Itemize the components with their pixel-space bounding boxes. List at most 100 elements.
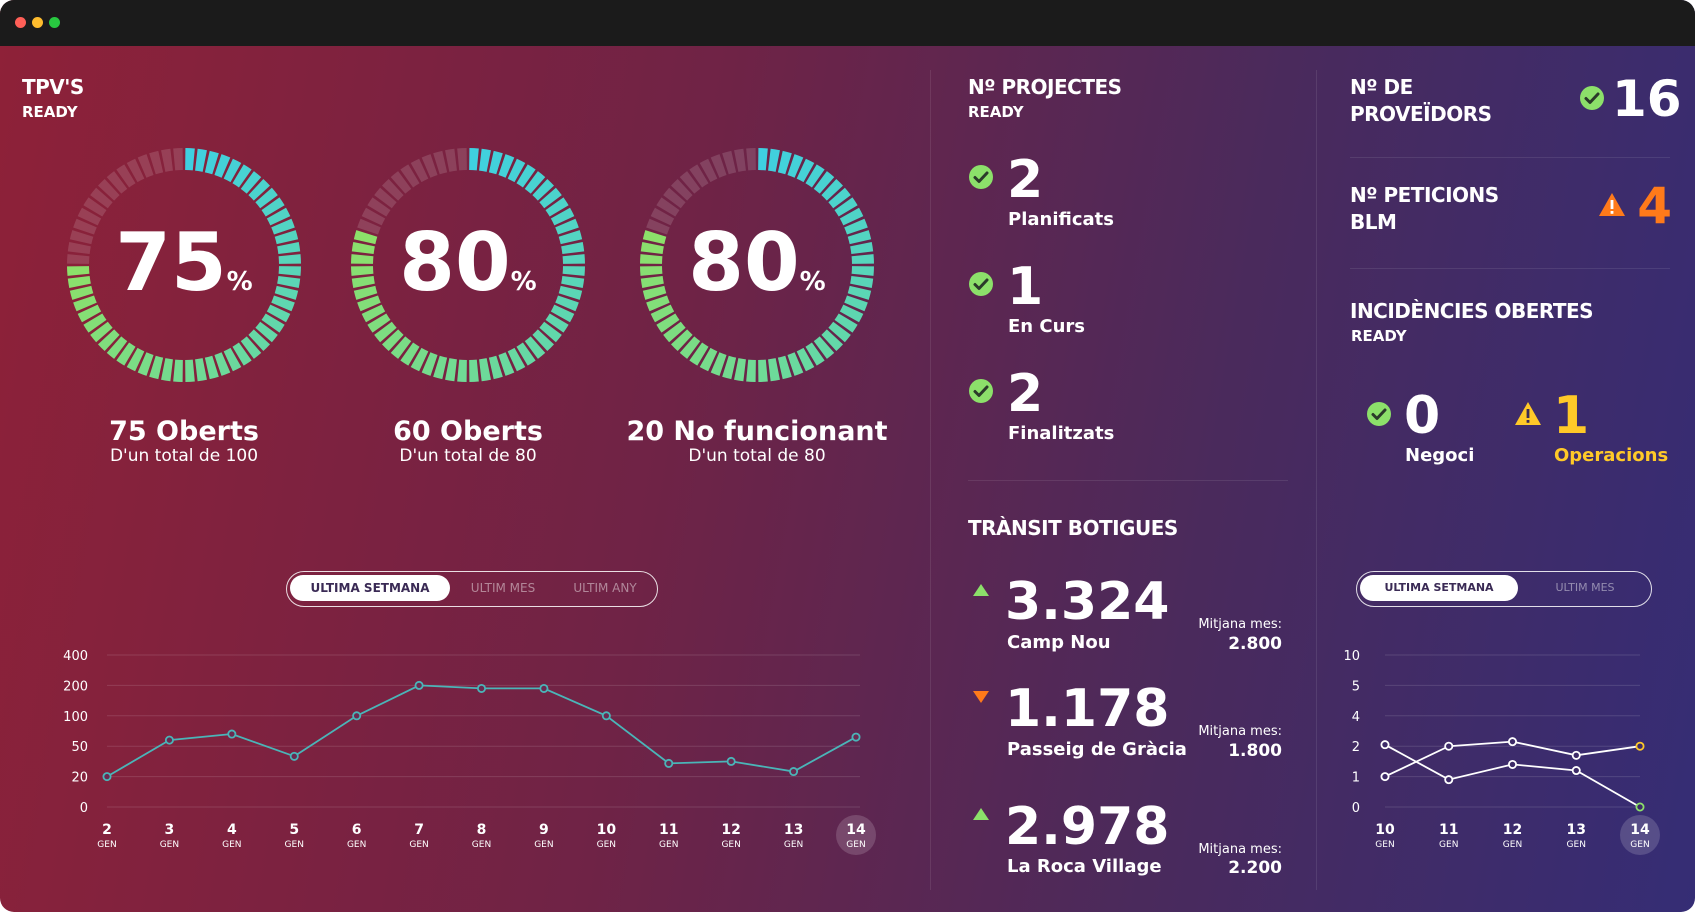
gauge-segment <box>650 207 675 226</box>
gauge-segment <box>734 358 746 382</box>
proveidors-title-line2: PROVEÏDORS <box>1350 102 1492 126</box>
series-line <box>1384 740 1641 778</box>
gauge-segment <box>351 254 374 264</box>
x-tick-month: GEN <box>534 840 553 850</box>
gauge-segment <box>185 359 195 382</box>
gauge-segment <box>722 150 737 175</box>
gauge-segment <box>232 342 252 366</box>
x-tick-month: GEN <box>222 840 241 850</box>
tab-ultima-setmana[interactable]: ULTIMA SETMANA <box>290 575 450 601</box>
minimize-window-button[interactable] <box>32 17 43 28</box>
x-tick-highlight <box>1620 815 1660 855</box>
gauge-segment <box>746 359 756 382</box>
gauge-segment <box>277 276 301 288</box>
projectes-subtitle: READY <box>968 103 1024 121</box>
x-tick-month: GEN <box>285 840 304 850</box>
x-tick-month: GEN <box>721 840 740 850</box>
data-point <box>1380 740 1390 750</box>
gauge-segment <box>240 171 262 194</box>
gauge-segment <box>271 295 295 312</box>
gauge-segment <box>679 171 701 194</box>
check-circle-icon <box>1580 86 1604 110</box>
check-circle-icon <box>969 272 993 296</box>
gauge-segment <box>255 321 278 343</box>
tab-ultima-setmana[interactable]: ULTIMA SETMANA <box>1360 575 1518 601</box>
gauge-segment <box>550 207 575 226</box>
arrow-up-icon <box>973 584 989 596</box>
check-circle-icon <box>1367 402 1391 426</box>
x-tick-day: 8 <box>477 822 487 838</box>
gauge-sublabel: D'un total de 80 <box>399 446 537 466</box>
gauge-segment <box>851 266 874 276</box>
arrow-up-icon <box>973 808 989 820</box>
column-divider-right <box>1316 70 1317 890</box>
gauge-segment <box>768 148 780 172</box>
gauge-segment <box>353 285 378 300</box>
incidencies-subtitle: READY <box>1351 327 1407 345</box>
gauge-segment <box>796 347 815 372</box>
gauge-segment <box>821 179 843 201</box>
maximize-window-button[interactable] <box>49 17 60 28</box>
transit-value: 2.978 <box>1005 797 1170 857</box>
data-point <box>539 683 549 693</box>
gauge-segment <box>274 230 299 245</box>
gauge-segment <box>805 164 825 188</box>
gauge-segment <box>83 197 107 217</box>
gauge-segment <box>137 154 154 178</box>
data-point <box>1507 759 1517 769</box>
gauge-segment <box>73 218 97 235</box>
transit-label: Camp Nou <box>1007 632 1111 653</box>
gauge-segment <box>768 358 780 382</box>
gauge-segment <box>532 179 554 201</box>
x-tick-month: GEN <box>160 840 179 850</box>
projecte-label: Finalitzats <box>1008 423 1115 444</box>
peticions-title-line2: BLM <box>1350 210 1397 234</box>
gauge-segment <box>357 295 381 312</box>
gauge-percent-sign: % <box>510 267 537 297</box>
x-tick-day: 14 <box>846 822 866 838</box>
title-bar <box>0 0 1695 46</box>
gauge-segment <box>562 254 585 264</box>
gauge-segment <box>116 342 136 366</box>
transit-avg-value: 1.800 <box>1228 741 1282 761</box>
gauge-segment <box>813 171 835 194</box>
x-tick-month: GEN <box>597 840 616 850</box>
x-tick-day: 4 <box>227 822 237 838</box>
gauge-segment <box>126 347 145 372</box>
gauge-segment <box>261 313 285 333</box>
gauge-segment <box>374 187 397 209</box>
y-tick-label: 0 <box>80 801 88 816</box>
peticions-value: 4 <box>1637 177 1672 235</box>
close-window-button[interactable] <box>15 17 26 28</box>
gauge-segment <box>746 148 756 171</box>
tpv-period-tabs: ULTIMA SETMANA ULTIM MES ULTIM ANY <box>286 571 658 607</box>
gauge-segment <box>646 218 670 235</box>
gauge-segment <box>498 154 515 178</box>
gauge-segment <box>421 154 438 178</box>
gauge-segment <box>126 158 145 183</box>
gauge-sublabel: D'un total de 80 <box>688 446 826 466</box>
warning-triangle-icon <box>1515 402 1541 425</box>
x-tick-day: 11 <box>659 822 678 838</box>
gauge-segment <box>839 207 864 226</box>
transit-avg-value: 2.200 <box>1228 858 1282 878</box>
tpv-subtitle: READY <box>22 103 78 121</box>
tab-ultim-mes[interactable]: ULTIM MES <box>1555 581 1615 594</box>
gauge-segment <box>266 304 291 323</box>
data-point <box>1444 775 1454 785</box>
gauge-segment <box>357 218 381 235</box>
gauge-segment <box>149 355 164 380</box>
tab-ultim-any[interactable]: ULTIM ANY <box>573 581 637 595</box>
gauge-segment <box>558 285 583 300</box>
tab-ultim-mes[interactable]: ULTIM MES <box>470 581 536 595</box>
gauge-segment <box>539 321 562 343</box>
gauge-segment <box>640 254 663 264</box>
gauge-segment <box>828 321 851 343</box>
gauge-segment <box>400 164 420 188</box>
gauge-ring <box>67 148 301 382</box>
gauge-segment <box>173 148 183 171</box>
transit-value: 1.178 <box>1005 679 1170 739</box>
gauge-segment <box>98 329 120 351</box>
gauge-segment <box>367 197 391 217</box>
